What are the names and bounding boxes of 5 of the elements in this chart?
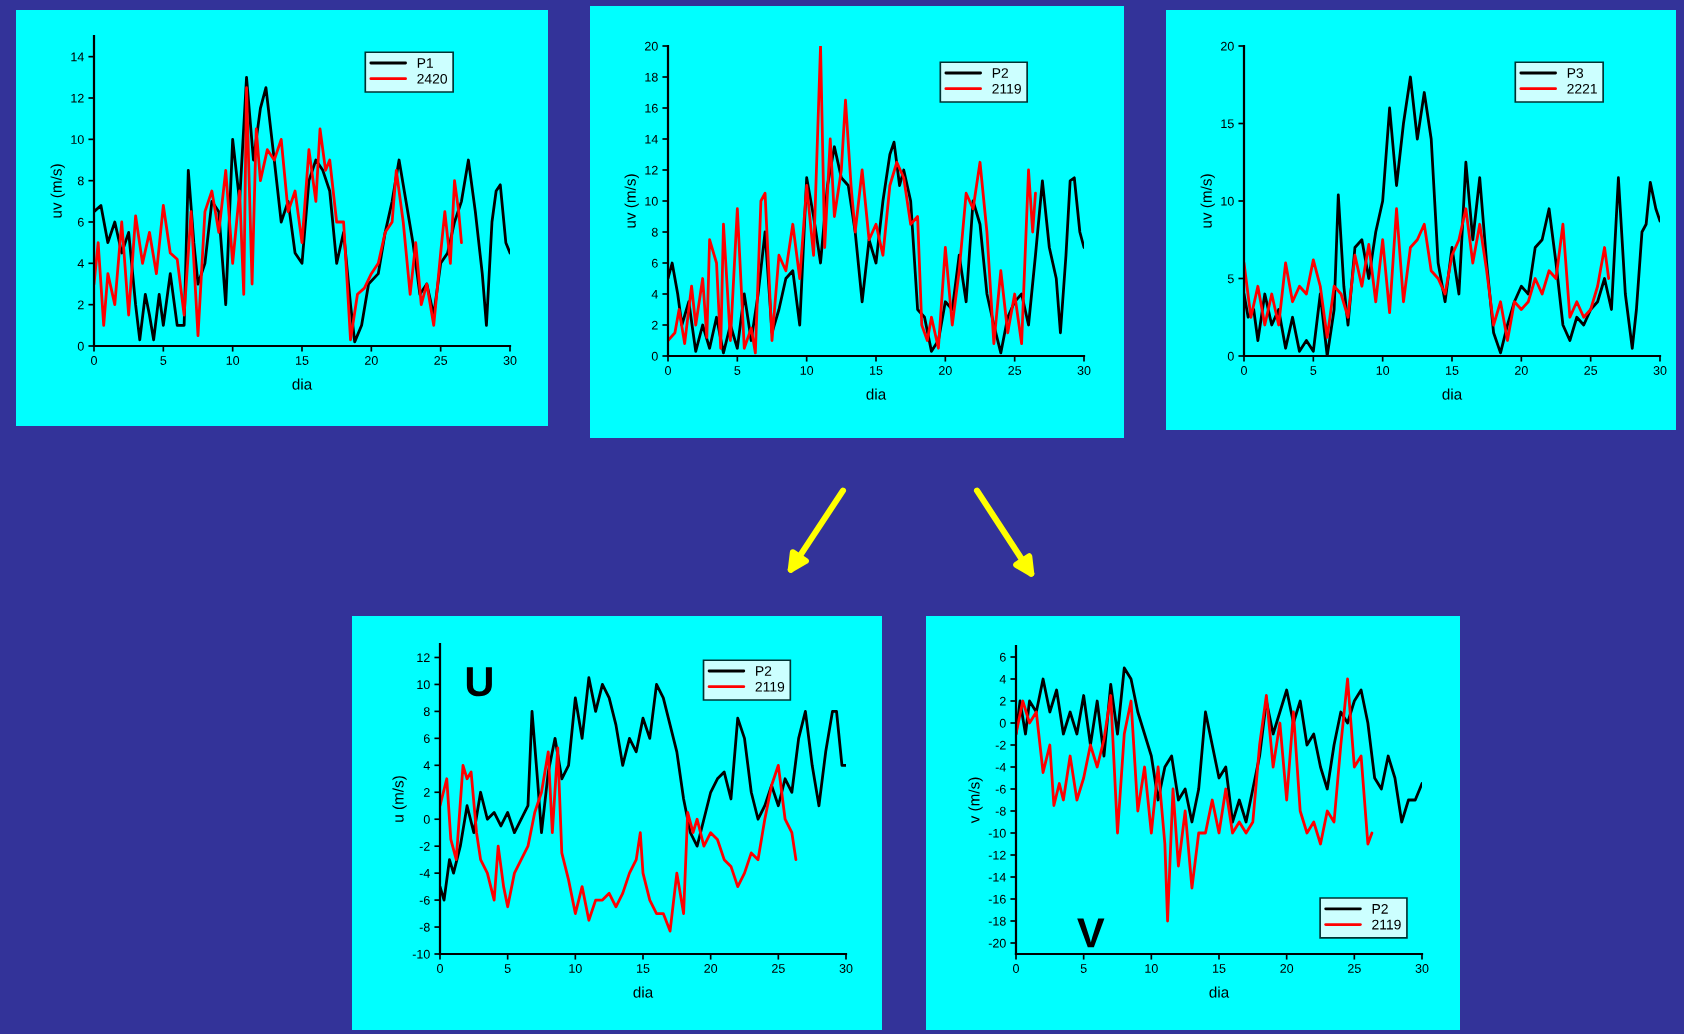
line-series — [94, 86, 463, 342]
line-series — [440, 746, 798, 933]
annotation: U — [466, 667, 492, 697]
line-series — [1244, 207, 1611, 342]
annotation: V — [1077, 918, 1105, 948]
